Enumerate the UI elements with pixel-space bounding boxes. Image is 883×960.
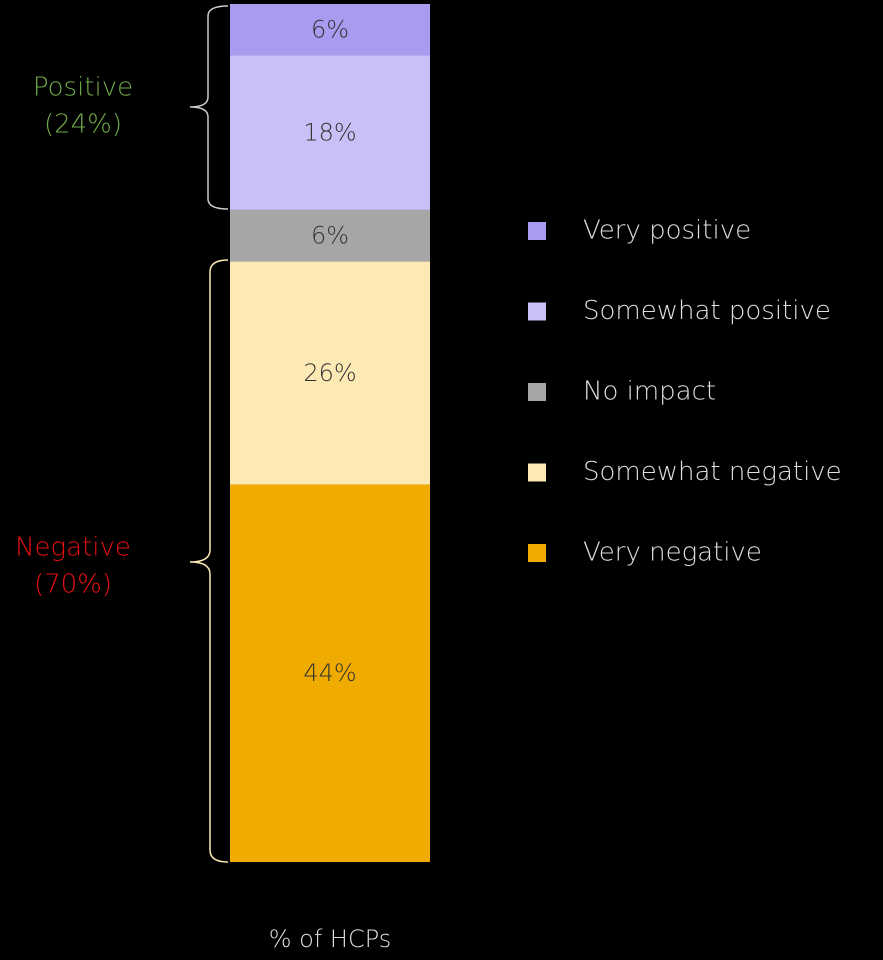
annotation: Negative <box>15 533 131 563</box>
annotation: (70%) <box>34 570 112 600</box>
annotation: Positive <box>33 73 133 103</box>
data-label: 18% <box>303 119 356 147</box>
legend-label: Very negative <box>583 538 762 568</box>
legend-swatch <box>528 463 546 482</box>
bar-segment <box>230 55 430 210</box>
bar-segment <box>230 4 430 56</box>
x-axis-label: % of HCPs <box>269 925 392 953</box>
legend-label: No impact <box>583 377 716 407</box>
legend-label: Somewhat negative <box>583 457 842 487</box>
annotation: (24%) <box>44 110 122 140</box>
data-label: 26% <box>303 359 356 387</box>
legend-swatch <box>528 544 546 562</box>
data-label: 6% <box>311 16 349 44</box>
positive-brace <box>189 5 229 210</box>
bar-segment <box>230 209 430 262</box>
legend-label: Very positive <box>583 216 751 246</box>
data-label: 44% <box>303 659 356 687</box>
legend-label: Somewhat positive <box>583 296 831 326</box>
bar-segment <box>230 484 430 862</box>
legend-swatch <box>528 302 546 321</box>
negative-brace <box>189 259 229 863</box>
legend-swatch <box>528 222 546 240</box>
legend-swatch <box>528 383 546 401</box>
data-label: 6% <box>311 222 349 250</box>
bar-segment <box>230 261 430 485</box>
